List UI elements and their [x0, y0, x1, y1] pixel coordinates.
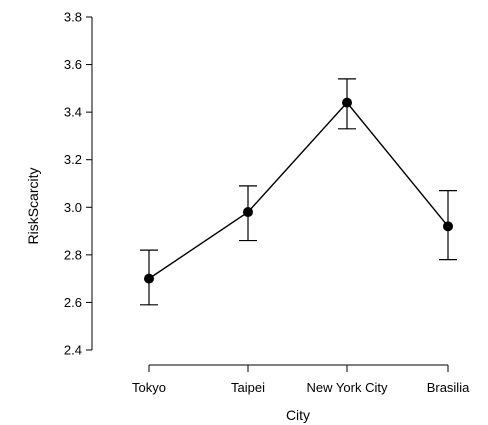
y-tick-label: 3.2 — [64, 152, 82, 167]
x-tick-label: New York City — [307, 380, 388, 395]
y-tick-label: 3.8 — [64, 10, 82, 25]
x-tick-label: Brasilia — [427, 380, 470, 395]
y-tick-label: 3.4 — [64, 105, 82, 120]
data-point — [144, 273, 154, 284]
x-axis: Tokyo Taipei New York City Brasilia — [132, 364, 470, 395]
series-line — [148, 101, 449, 280]
y-tick-label: 3.0 — [64, 200, 82, 215]
data-point — [342, 97, 352, 108]
y-tick-label: 2.8 — [64, 247, 82, 262]
x-axis-label: City — [286, 407, 310, 423]
y-axis-label: RiskScarcity — [25, 167, 41, 244]
y-axis: 2.4 2.6 2.8 3.0 3.2 3.4 3.6 3.8 — [64, 10, 93, 358]
y-tick-label: 2.4 — [64, 343, 82, 358]
series — [140, 78, 457, 306]
y-tick-label: 3.6 — [64, 57, 82, 72]
x-tick-label: Taipei — [231, 380, 265, 395]
data-point — [243, 207, 253, 218]
data-point — [443, 221, 453, 232]
x-tick-label: Tokyo — [132, 380, 166, 395]
y-tick-label: 2.6 — [64, 295, 82, 310]
